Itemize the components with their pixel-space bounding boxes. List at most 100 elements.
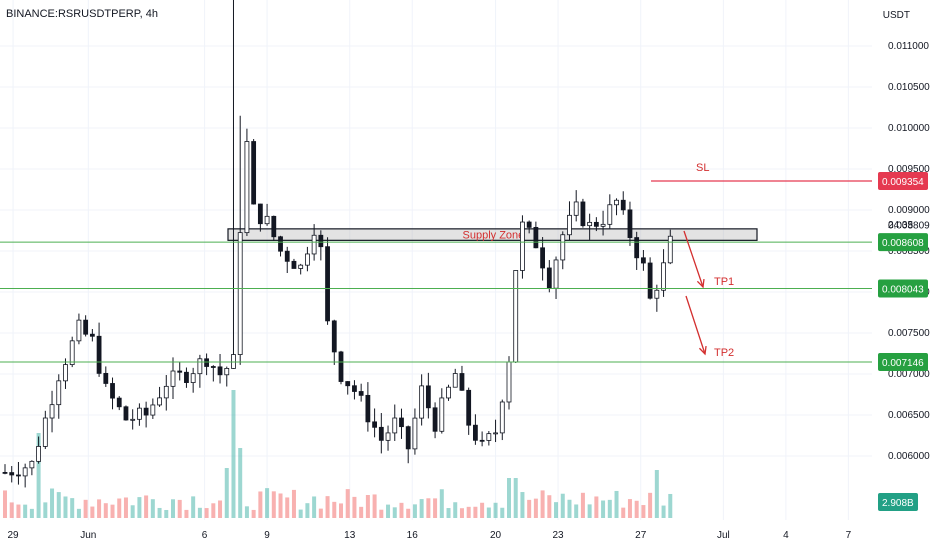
candle-up: [560, 234, 566, 261]
y-tick-label: 0.006500: [888, 410, 930, 421]
symbol-label: BINANCE:RSRUSDTPERP, 4h: [6, 8, 159, 20]
volume-bar: [486, 507, 491, 518]
volume-bar: [197, 507, 202, 518]
candle-up: [29, 460, 35, 469]
price-tag-tp1[interactable]: [878, 279, 928, 298]
volume-bar: [130, 505, 135, 518]
volume-bar: [285, 497, 290, 518]
volume-bar: [43, 502, 48, 518]
volume-bar: [56, 492, 61, 518]
candle-up: [264, 215, 270, 225]
x-tick-label: 9: [264, 530, 270, 541]
volume-bar: [171, 499, 175, 518]
candle-down: [284, 250, 290, 262]
volume-bar: [493, 502, 498, 518]
volume-bar: [621, 507, 626, 518]
volume-bar: [150, 499, 155, 518]
candle-down: [546, 267, 552, 289]
candlesticks: [2, 0, 673, 488]
candle-up: [157, 397, 162, 406]
volume-bar: [305, 503, 310, 518]
candle-down: [466, 389, 472, 426]
candle-up: [486, 433, 492, 441]
candle-down: [479, 439, 485, 442]
candle-up: [392, 417, 398, 434]
volume-bar: [137, 497, 142, 518]
candle-down: [177, 370, 183, 373]
volume-bar: [29, 508, 34, 518]
volume-bar: [668, 493, 673, 518]
candle-down: [116, 397, 122, 408]
candle-up: [298, 264, 304, 269]
candle-up: [553, 259, 559, 289]
volume-bar: [352, 496, 357, 518]
volume-bar: [339, 503, 343, 518]
y-tick-label: 0.009500: [888, 164, 930, 175]
volume-bar: [23, 504, 28, 518]
volume-bar: [419, 499, 424, 518]
candle-up: [56, 380, 62, 406]
volume-bar: [318, 508, 323, 518]
supply-zone-box[interactable]: [227, 228, 758, 241]
volume-bar: [211, 503, 216, 518]
candle-up: [419, 385, 425, 419]
volume-bar: [103, 503, 108, 518]
axes: 0.011000 0.010500 0.010000 0.009500 0.009000…: [8, 41, 931, 541]
price-levels[interactable]: SL TP1 TP2: [0, 162, 872, 363]
volume-bar: [365, 495, 370, 518]
volume-bar: [473, 506, 478, 518]
x-tick-label: 6: [202, 530, 208, 541]
candle-down: [345, 381, 351, 387]
volume-bar: [379, 509, 384, 518]
price-tag-tp2[interactable]: [878, 353, 928, 372]
supply-zone[interactable]: Supply Zone: [227, 228, 758, 242]
volume-bar: [271, 491, 276, 518]
volume-bar: [359, 506, 364, 518]
volume-bar: [554, 502, 559, 518]
candle-down: [634, 237, 640, 259]
volume-bar: [614, 490, 619, 518]
x-tick-label: 7: [846, 530, 852, 541]
candle-up: [452, 373, 458, 388]
candle-down: [210, 366, 216, 368]
candle-down: [425, 385, 431, 409]
volume-tag[interactable]: [878, 493, 918, 511]
x-tick-label: 29: [8, 530, 20, 541]
volume-bar: [265, 488, 270, 518]
volume-bar: [231, 390, 236, 518]
price-tag-text: 0.009354: [882, 177, 924, 188]
candle-down: [459, 373, 465, 391]
candle-up: [567, 214, 572, 236]
candle-up: [506, 361, 512, 403]
x-tick-label: Jun: [80, 530, 96, 541]
candle-up: [667, 235, 673, 264]
volume-bar: [399, 502, 404, 518]
volume-bar: [392, 507, 397, 518]
volume-bar: [117, 498, 122, 518]
candle-down: [338, 351, 344, 382]
candle-up: [49, 404, 55, 419]
candle-down: [358, 391, 364, 396]
candle-up: [237, 232, 243, 355]
price-tag-sl[interactable]: [878, 171, 928, 190]
candle-up: [224, 368, 230, 376]
candle-down: [16, 474, 21, 477]
x-tick-label: 27: [635, 530, 647, 541]
candle-down: [399, 417, 404, 428]
volume-bar: [540, 490, 545, 518]
volume-bar: [110, 504, 115, 518]
price-tag-current[interactable]: [878, 233, 928, 252]
stop-loss-label: SL: [696, 162, 709, 174]
tp2-label: TP2: [714, 347, 734, 359]
candle-down: [83, 319, 89, 335]
volume-bar: [258, 491, 263, 518]
candle-down: [405, 426, 411, 450]
candle-up: [513, 270, 519, 363]
volume-bar: [439, 489, 444, 518]
volume-bar: [654, 470, 659, 518]
volume-bar: [661, 505, 666, 518]
candle-up: [136, 407, 142, 420]
volume-bar: [177, 499, 182, 518]
candle-down: [472, 424, 478, 441]
